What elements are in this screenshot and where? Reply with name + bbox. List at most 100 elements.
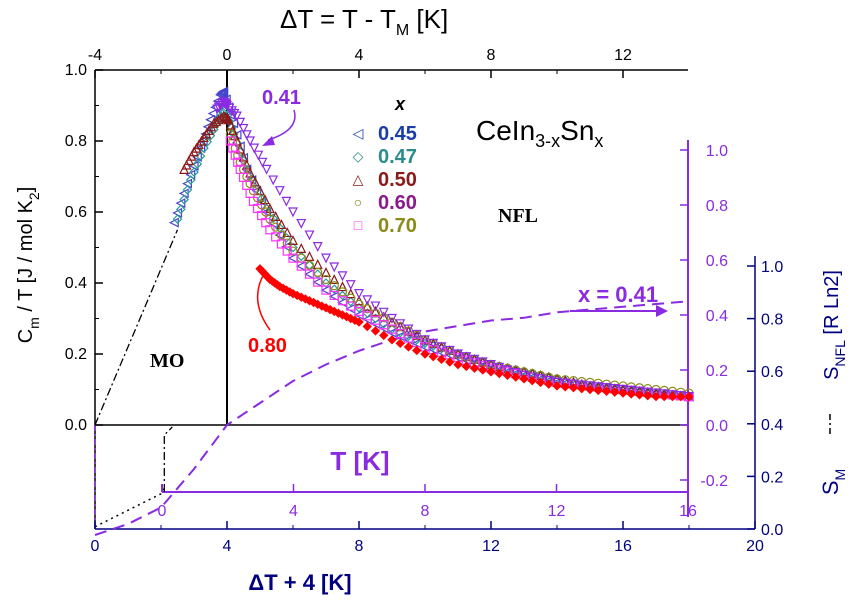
- top-tick-label: -4: [88, 47, 102, 64]
- data-point: [329, 284, 340, 295]
- top-axis-title-part: ΔT = T - T: [280, 4, 396, 34]
- data-point: [281, 196, 292, 207]
- data-point: [445, 357, 455, 367]
- annotation-080-arrow: [256, 271, 271, 331]
- legend-label: 0.50: [378, 169, 417, 191]
- left-tick-label: 0.8: [65, 133, 87, 150]
- data-point: [225, 136, 235, 146]
- inner-bottom-tick-label: 0: [158, 503, 167, 520]
- data-point: [312, 277, 323, 288]
- data-point: [577, 383, 587, 394]
- data-point: [676, 391, 686, 402]
- data-point: [172, 214, 183, 224]
- data-point: [276, 219, 287, 230]
- data-point: [304, 251, 315, 261]
- annotation-041-arrowhead: [262, 136, 275, 146]
- data-point: [274, 223, 285, 233]
- data-point: [601, 386, 612, 396]
- legend-label: 0.70: [378, 215, 417, 237]
- inner-bottom-tick-label: 4: [289, 503, 298, 520]
- data-point: [576, 380, 587, 391]
- data-point: [444, 345, 455, 356]
- data-point: [428, 338, 439, 349]
- data-point: [212, 104, 223, 115]
- annotation-nfl: NFL: [498, 205, 538, 227]
- data-point: [241, 130, 252, 141]
- data-point: [593, 385, 603, 396]
- left-axis-title-part: C: [15, 329, 37, 343]
- legend-marker: △: [353, 171, 364, 187]
- data-point: [651, 388, 661, 399]
- data-point: [510, 368, 521, 378]
- data-point: [378, 307, 389, 318]
- data-point: [288, 246, 298, 256]
- data-point: [268, 175, 279, 186]
- data-point: [609, 384, 620, 394]
- top-axis-title-part: M: [396, 22, 409, 39]
- annotation-080: 0.80: [248, 335, 287, 357]
- data-point: [345, 288, 356, 299]
- data-point: [684, 391, 694, 402]
- data-point: [411, 329, 422, 340]
- data-point: [231, 111, 242, 122]
- data-point: [478, 365, 488, 375]
- data-point: [229, 108, 240, 119]
- data-point: [469, 363, 480, 373]
- data-point: [345, 296, 356, 307]
- data-point: [295, 261, 306, 272]
- series-0-60: [225, 129, 694, 398]
- bottom-tick-label: 8: [355, 538, 364, 555]
- data-point: [321, 267, 331, 277]
- data-point: [519, 370, 529, 381]
- data-point: [175, 204, 186, 215]
- left-tick-label: 0.6: [65, 204, 87, 221]
- data-point: [345, 280, 356, 291]
- data-point: [477, 357, 488, 368]
- data-point: [642, 387, 653, 398]
- right-inner-tick-label: 0.4: [706, 308, 728, 325]
- data-point: [296, 261, 306, 271]
- data-point: [265, 225, 275, 235]
- data-point: [241, 159, 252, 170]
- data-point: [337, 296, 348, 306]
- legend-marker: ○: [354, 194, 362, 210]
- data-point: [428, 351, 438, 362]
- data-point: [195, 143, 206, 154]
- data-point: [296, 243, 307, 253]
- data-point: [626, 389, 636, 399]
- legend-label: 0.60: [378, 192, 417, 214]
- data-point: [185, 175, 196, 185]
- data-point: [552, 381, 562, 391]
- data-point: [216, 112, 227, 123]
- data-point: [313, 277, 323, 287]
- data-point: [304, 269, 315, 279]
- right-inner-tick-label: 0.6: [706, 253, 728, 270]
- data-point: [626, 385, 637, 396]
- data-point: [560, 382, 570, 392]
- data-point: [412, 345, 422, 356]
- data-point: [502, 365, 513, 376]
- left-tick-label: 0.0: [65, 417, 87, 434]
- left-tick-label: 1.0: [65, 62, 87, 79]
- data-point: [354, 303, 364, 313]
- data-point: [304, 230, 315, 241]
- data-point: [218, 86, 229, 97]
- data-point: [304, 260, 315, 270]
- data-point: [282, 246, 292, 256]
- data-point: [453, 349, 463, 360]
- data-point: [337, 290, 348, 301]
- sm-dash-dot-segment: [163, 426, 173, 492]
- right-inner-tick-label: -0.2: [700, 473, 728, 490]
- left-axis-title-part: ]: [15, 187, 37, 193]
- legend-marker: ◁: [353, 125, 364, 141]
- inner-bottom-tick-label: 8: [421, 503, 430, 520]
- data-point: [511, 372, 521, 382]
- data-point: [304, 269, 315, 280]
- data-point: [321, 253, 331, 264]
- data-point: [618, 384, 628, 395]
- series-0-70: [225, 136, 694, 402]
- data-point: [403, 342, 414, 352]
- sm-dotted-curve: [94, 487, 165, 528]
- data-point: [395, 319, 406, 330]
- annotation-x-eq: x = 0.41: [578, 282, 658, 307]
